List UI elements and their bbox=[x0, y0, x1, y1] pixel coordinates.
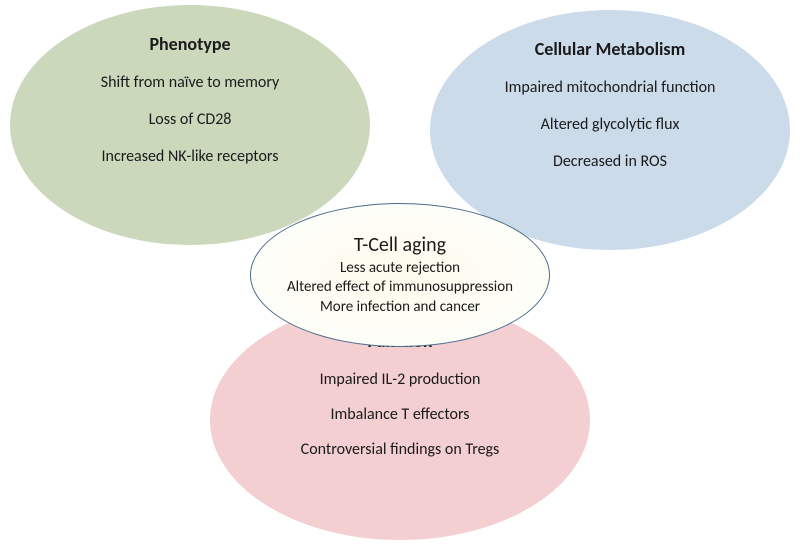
phenotype-item: Increased NK-like receptors bbox=[102, 147, 279, 166]
phenotype-item: Loss of CD28 bbox=[149, 110, 232, 129]
center-item: More infection and cancer bbox=[320, 298, 480, 318]
metabolism-ellipse: Cellular Metabolism Impaired mitochondri… bbox=[430, 10, 790, 250]
metabolism-title: Cellular Metabolism bbox=[535, 38, 686, 60]
metabolism-item: Altered glycolytic flux bbox=[541, 115, 680, 134]
center-ellipse: T-Cell aging Less acute rejection Altere… bbox=[250, 203, 550, 347]
metabolism-item: Decreased in ROS bbox=[553, 152, 667, 171]
function-item: Imbalance T effectors bbox=[330, 405, 469, 424]
center-item: Less acute rejection bbox=[340, 259, 460, 279]
function-item: Controversial findings on Tregs bbox=[301, 440, 500, 459]
metabolism-item: Impaired mitochondrial function bbox=[505, 78, 716, 97]
phenotype-title: Phenotype bbox=[149, 33, 230, 55]
phenotype-ellipse: Phenotype Shift from naïve to memory Los… bbox=[10, 5, 370, 245]
center-title: T-Cell aging bbox=[354, 233, 446, 257]
center-item: Altered effect of immunosuppression bbox=[287, 278, 513, 298]
phenotype-item: Shift from naïve to memory bbox=[101, 73, 279, 92]
function-item: Impaired IL-2 production bbox=[320, 370, 481, 389]
